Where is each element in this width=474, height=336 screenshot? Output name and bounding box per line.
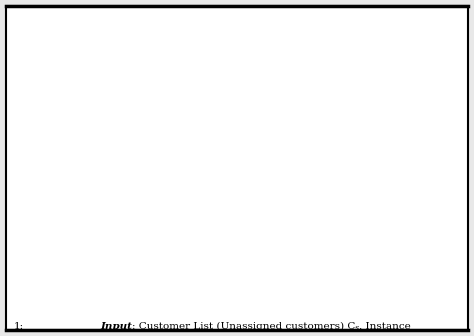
Text: , Instance: , Instance [359,322,411,331]
Text: 1:: 1: [14,322,24,331]
Text: : Customer List (Unassigned customers) C: : Customer List (Unassigned customers) C [132,322,355,331]
Text: Input: Input [100,322,132,331]
Text: s: s [355,325,359,333]
